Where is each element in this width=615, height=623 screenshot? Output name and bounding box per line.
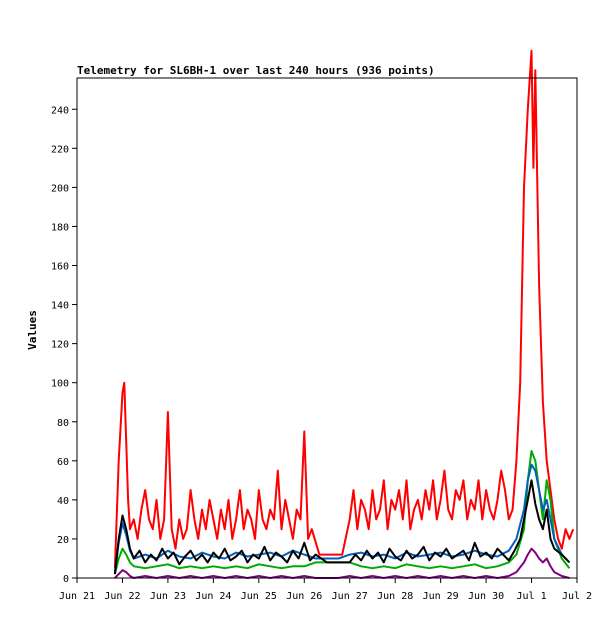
y-axis: 0 20 40 60 80 100 120 140 160 180 200 220 240 [51,105,77,585]
x-tick-label: Jun 27 [332,591,368,602]
x-tick-label: Jun 26 [286,591,322,602]
y-tick-label: 120 [51,340,69,351]
x-tick-label: Jul 2 [562,591,592,602]
x-tick-label: Jul 1 [516,591,546,602]
x-tick-label: Jun 25 [241,591,277,602]
y-tick-label: 200 [51,183,69,194]
y-axis-label: Values [26,310,39,350]
series-line-1 [113,450,571,575]
y-tick-label: 60 [57,457,69,468]
x-tick-label: Jun 29 [423,591,459,602]
y-tick-label: 240 [51,105,69,116]
y-tick-label: 180 [51,222,69,233]
x-tick-label: Jun 23 [150,591,186,602]
series-layer [113,49,575,579]
y-tick-label: 140 [51,301,69,312]
plot-area-frame [76,77,578,579]
x-tick-label: Jun 30 [468,591,504,602]
y-tick-label: 80 [57,418,69,429]
series-line-2 [113,463,571,573]
series-line-3 [113,479,571,575]
x-axis: Jun 21 Jun 22 Jun 23 Jun 24 Jun 25 Jun 26 Jun … [59,578,592,602]
y-tick-label: 40 [57,496,69,507]
y-tick-label: 20 [57,535,69,546]
x-tick-label: Jun 22 [104,591,140,602]
x-tick-label: Jun 28 [377,591,413,602]
y-tick-label: 160 [51,262,69,273]
chart-title: Telemetry for SL6BH-1 over last 240 hour… [77,64,435,77]
y-tick-label: 0 [63,574,69,585]
y-tick-label: 220 [51,144,69,155]
x-tick-label: Jun 21 [59,591,95,602]
y-tick-label: 100 [51,379,69,390]
series-line-0 [113,49,575,569]
x-tick-label: Jun 24 [195,591,231,602]
